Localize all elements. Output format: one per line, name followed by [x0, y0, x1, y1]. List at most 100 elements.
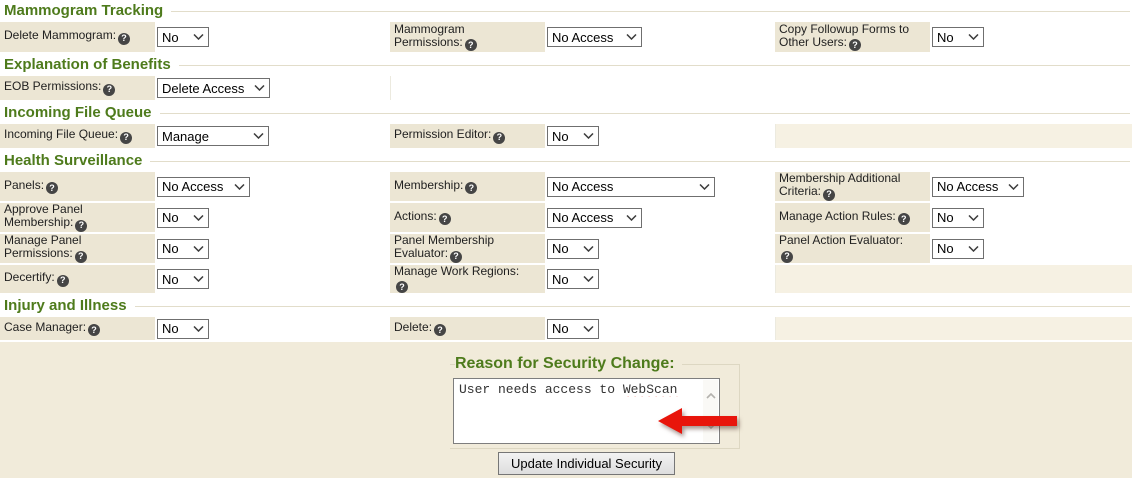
section-divider-line: [134, 306, 1130, 307]
help-icon[interactable]: ?: [396, 281, 408, 294]
chevron-down-icon: [193, 245, 204, 252]
field-label-text: Mammogram Permissions:?: [394, 22, 531, 52]
delete-mammogram-select[interactable]: No: [157, 27, 209, 47]
field-label-text: Membership Additional Criteria:?: [779, 171, 901, 201]
help-icon[interactable]: ?: [434, 324, 447, 337]
chevron-down-icon: [253, 133, 264, 139]
membership-select[interactable]: No Access: [547, 176, 715, 197]
section-header-health-surveillance: Health Surveillance: [0, 150, 1132, 170]
panels-select[interactable]: No Access: [157, 176, 250, 197]
field-value-cell: No: [545, 265, 775, 293]
field-label-text: Actions:?: [394, 209, 451, 226]
help-icon[interactable]: ?: [75, 219, 88, 232]
field-value-cell: No: [930, 22, 1132, 52]
approve-panel-membership-select[interactable]: No: [157, 207, 209, 228]
field-label-actions: Actions:?: [390, 203, 545, 232]
help-icon[interactable]: ?: [493, 131, 506, 144]
field-value-cell: No: [155, 265, 390, 293]
chevron-down-icon: [968, 34, 979, 40]
chevron-down-icon: [583, 325, 594, 332]
help-icon[interactable]: ?: [897, 213, 910, 226]
selected-value: Manage: [162, 128, 209, 144]
field-value-cell: No: [930, 203, 1132, 232]
help-icon[interactable]: ?: [781, 250, 793, 263]
field-label-text: Manage Panel Permissions:?: [4, 234, 141, 263]
section-divider-line: [171, 11, 1130, 12]
field-label-delete: Delete:?: [390, 317, 545, 340]
field-label-membership-additional-criteria: Membership Additional Criteria:?: [775, 172, 930, 201]
section-header-injury-and-illness: Injury and Illness: [0, 295, 1132, 315]
field-value-cell: No: [545, 317, 775, 340]
field-label-mammogram-permissions: Mammogram Permissions:?: [390, 22, 545, 52]
field-value-cell: No: [545, 234, 775, 263]
section-title: Injury and Illness: [4, 296, 127, 314]
copy-followup-forms-to-other-users-select[interactable]: No: [932, 27, 984, 47]
field-value-cell: No Access: [545, 203, 775, 232]
selected-value: No: [552, 128, 569, 144]
panel-action-evaluator-select[interactable]: No: [932, 238, 984, 259]
field-value-cell: No: [545, 124, 775, 148]
manage-action-rules-select[interactable]: No: [932, 207, 984, 228]
section-title: Health Surveillance: [4, 151, 143, 169]
table-row: Decertify:? No Manage Work Regions:? No: [0, 263, 1132, 294]
field-label-text: Copy Followup Forms to Other Users:?: [779, 21, 910, 52]
membership-additional-criteria-select[interactable]: No Access: [932, 176, 1024, 197]
delete-select[interactable]: No: [547, 318, 599, 339]
table-row: Incoming File Queue:? Manage Permission Ed…: [0, 124, 1132, 148]
reason-text: User needs access to WebScan: [459, 382, 699, 397]
help-icon[interactable]: ?: [74, 250, 87, 263]
actions-select[interactable]: No Access: [547, 207, 642, 228]
section-header-mammogram-tracking: Mammogram Tracking: [0, 0, 1132, 20]
eob-permissions-select[interactable]: Delete Access: [157, 78, 270, 98]
help-icon[interactable]: ?: [56, 274, 69, 287]
mammogram-permissions-select[interactable]: No Access: [547, 27, 642, 47]
selected-value: No Access: [552, 179, 614, 194]
chevron-down-icon: [583, 245, 594, 252]
field-value-cell: No: [155, 317, 390, 340]
red-arrow-annotation: [658, 408, 737, 434]
manage-work-regions-select[interactable]: No: [547, 269, 599, 289]
field-value-cell: No Access: [155, 172, 390, 201]
field-value-cell: No Access: [930, 172, 1132, 201]
help-icon[interactable]: ?: [450, 250, 463, 263]
help-icon[interactable]: ?: [849, 39, 862, 52]
empty-cell: [390, 76, 1132, 100]
panel-membership-evaluator-select[interactable]: No: [547, 238, 599, 259]
help-icon[interactable]: ?: [88, 324, 101, 337]
reason-textarea[interactable]: User needs access to WebScan: [453, 378, 720, 444]
help-icon[interactable]: ?: [103, 83, 116, 96]
scroll-up-icon[interactable]: [705, 393, 716, 399]
help-icon[interactable]: ?: [464, 39, 477, 52]
permissions-table: Mammogram Tracking Delete Mammogram:? No Ma…: [0, 0, 1132, 340]
decertify-select[interactable]: No: [157, 269, 209, 289]
update-individual-security-button[interactable]: Update Individual Security: [498, 452, 675, 475]
selected-value: No Access: [162, 179, 224, 194]
selected-value: No: [162, 321, 179, 336]
field-label-incoming-file-queue: Incoming File Queue:?: [0, 124, 155, 148]
help-icon[interactable]: ?: [120, 131, 133, 144]
case-manager-select[interactable]: No: [157, 318, 209, 339]
permission-editor-select[interactable]: No: [547, 126, 599, 146]
field-label-text: Case Manager:?: [4, 320, 101, 337]
chevron-down-icon: [626, 34, 637, 40]
field-label-text: Panel Action Evaluator:?: [779, 233, 904, 263]
help-icon[interactable]: ?: [46, 182, 59, 195]
empty-cell: [775, 265, 1132, 293]
section-divider-line: [178, 65, 1130, 66]
chevron-down-icon: [193, 276, 204, 282]
selected-value: No Access: [552, 210, 614, 225]
help-icon[interactable]: ?: [438, 213, 451, 226]
chevron-down-icon: [193, 214, 204, 221]
chevron-down-icon: [254, 85, 265, 91]
field-label-text: Manage Work Regions:?: [394, 263, 520, 294]
field-value-cell: No: [155, 234, 390, 263]
incoming-file-queue-select[interactable]: Manage: [157, 126, 269, 146]
help-icon[interactable]: ?: [823, 188, 836, 201]
help-icon[interactable]: ?: [465, 182, 478, 195]
selected-value: No: [162, 241, 179, 256]
chevron-down-icon: [234, 183, 245, 190]
field-label-text: Incoming File Queue:?: [4, 128, 133, 144]
manage-panel-permissions-select[interactable]: No: [157, 238, 209, 259]
help-icon[interactable]: ?: [118, 32, 131, 45]
chevron-down-icon: [626, 214, 637, 221]
